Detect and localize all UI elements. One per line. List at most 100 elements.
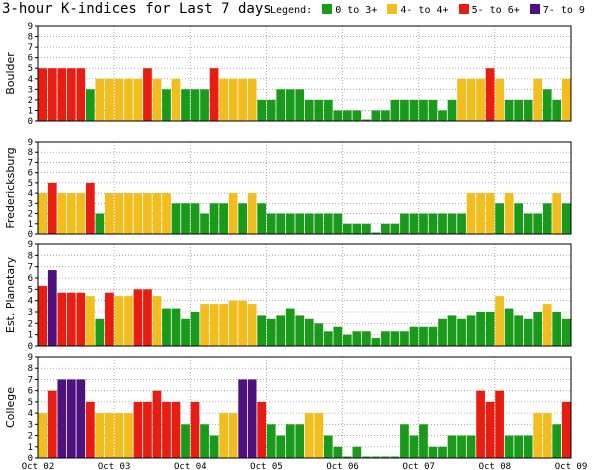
k-bar — [257, 401, 267, 458]
y-tick-label: 1 — [28, 331, 33, 341]
k-bar — [352, 223, 362, 234]
k-bar — [105, 78, 114, 121]
k-bar — [381, 223, 390, 234]
k-bar — [266, 213, 276, 234]
legend: Legend: 0 to 3+ 4- to 4+ 5- to 6+ 7- to … — [270, 4, 585, 16]
k-bar — [371, 232, 381, 234]
k-bar — [342, 334, 352, 346]
k-bar — [476, 78, 485, 121]
k-bar — [105, 193, 114, 234]
k-bar — [523, 318, 533, 346]
k-bar — [38, 285, 48, 346]
k-bar — [171, 78, 181, 121]
k-bar — [143, 401, 152, 458]
k-bar — [143, 68, 152, 121]
k-bar — [561, 318, 571, 346]
y-tick-label: 8 — [28, 33, 33, 43]
k-bar — [457, 213, 466, 234]
k-bar — [228, 78, 238, 121]
k-bar — [390, 223, 400, 234]
k-bar — [95, 78, 105, 121]
k-bar — [133, 193, 143, 234]
k-bar — [400, 424, 409, 458]
k-bar — [342, 456, 352, 458]
k-bar — [162, 308, 171, 346]
k-bar — [533, 312, 543, 346]
k-bar — [295, 315, 305, 346]
k-bar — [304, 413, 314, 458]
k-bar — [181, 424, 190, 458]
k-bar — [381, 110, 390, 121]
legend-swatch-7to9 — [529, 4, 540, 14]
k-bar — [85, 401, 95, 458]
k-bar — [114, 296, 124, 346]
k-bar — [438, 446, 447, 458]
k-bar — [495, 203, 504, 234]
k-bar — [124, 78, 133, 121]
y-tick-label: 8 — [28, 251, 33, 261]
y-tick-label: 7 — [28, 375, 33, 385]
y-tick-label: 9 — [28, 22, 33, 32]
k-bar — [285, 213, 295, 234]
y-tick-label: 4 — [28, 297, 33, 307]
k-bar — [209, 203, 219, 234]
k-bar — [247, 78, 257, 121]
panel-ylabel: College — [4, 387, 17, 428]
k-bar — [190, 89, 200, 121]
y-tick-label: 4 — [28, 409, 33, 419]
k-bar — [76, 193, 86, 234]
k-bar — [124, 193, 133, 234]
k-bar — [523, 435, 533, 458]
k-bar — [257, 99, 267, 121]
k-bar — [314, 99, 324, 121]
k-bar — [266, 424, 276, 458]
k-bar — [304, 213, 314, 234]
k-bar — [95, 413, 105, 458]
k-bar — [66, 68, 76, 121]
k-bar — [466, 193, 476, 234]
k-bar — [57, 68, 67, 121]
k-bar — [514, 435, 524, 458]
y-tick-label: 0 — [28, 230, 33, 240]
legend-label: Legend: — [270, 5, 313, 16]
k-bar — [171, 308, 181, 346]
x-tick-label: Oct 09 — [555, 462, 588, 470]
k-bar — [371, 338, 381, 346]
k-bar — [276, 315, 286, 346]
k-bar — [362, 223, 371, 234]
k-bar — [304, 318, 314, 346]
k-bar — [76, 379, 86, 458]
y-tick-label: 3 — [28, 199, 33, 209]
k-bar — [66, 292, 76, 346]
k-bar — [66, 379, 76, 458]
k-bar — [333, 110, 343, 121]
legend-text-7to9: 7- to 9 — [542, 5, 585, 16]
x-tick-label: Oct 07 — [402, 462, 435, 470]
panel-frame — [37, 356, 572, 459]
k-bar — [428, 446, 438, 458]
k-bar — [228, 193, 238, 234]
y-tick-label: 5 — [28, 179, 33, 189]
k-bar — [47, 182, 57, 234]
k-bar — [295, 424, 305, 458]
k-bar — [47, 390, 57, 458]
y-tick-label: 3 — [28, 85, 33, 95]
k-bar — [38, 413, 48, 458]
y-tick-label: 0 — [28, 117, 33, 127]
k-bar — [514, 99, 524, 121]
k-bar — [428, 99, 438, 121]
k-bar — [190, 203, 200, 234]
k-bar — [542, 89, 552, 121]
panel-ylabel: Est. Planetary — [4, 256, 17, 333]
k-bar — [124, 296, 133, 346]
k-bar — [457, 435, 466, 458]
legend-item-7to9: 7- to 9 — [529, 4, 585, 16]
k-bar — [457, 318, 466, 346]
k-bar — [57, 193, 67, 234]
k-bar — [47, 68, 57, 121]
k-bar — [552, 193, 562, 234]
k-bar — [504, 308, 514, 346]
k-bar — [228, 300, 238, 346]
y-tick-label: 9 — [28, 138, 33, 148]
k-bar — [342, 110, 352, 121]
